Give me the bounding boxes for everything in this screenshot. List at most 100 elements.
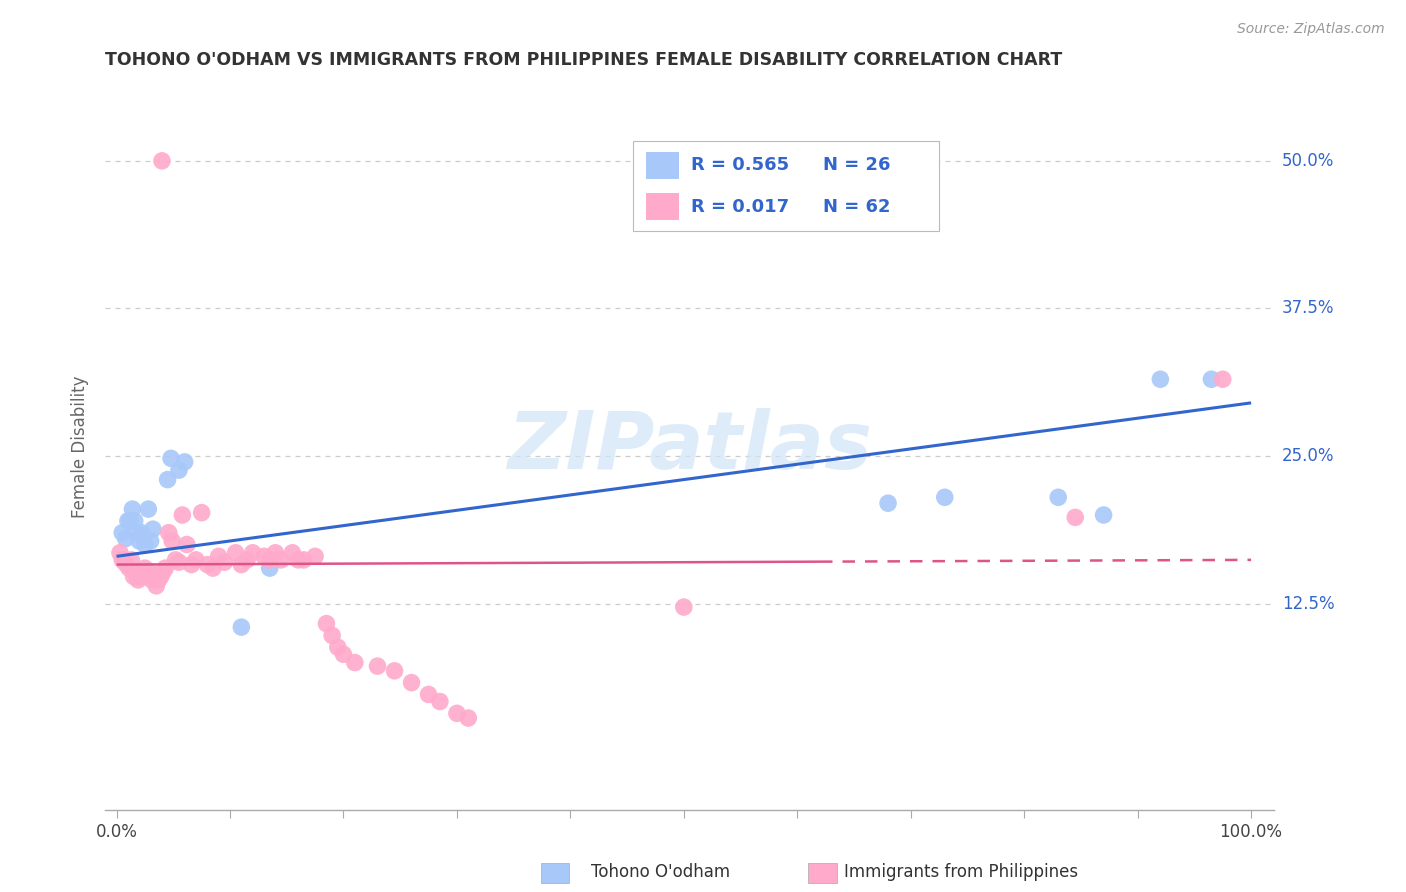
Point: [1047, 491, 1070, 505]
Point: [124, 565, 146, 579]
Point: [165, 553, 187, 567]
Point: [242, 546, 264, 560]
Point: [195, 558, 218, 572]
Point: [231, 558, 253, 572]
Point: [231, 620, 253, 634]
Point: [125, 525, 148, 540]
Point: [120, 514, 142, 528]
Point: [259, 561, 281, 575]
Text: Source: ZipAtlas.com: Source: ZipAtlas.com: [1237, 22, 1385, 37]
Point: [120, 553, 142, 567]
Point: [139, 533, 162, 548]
Point: [131, 525, 153, 540]
Text: 25.0%: 25.0%: [1282, 447, 1334, 465]
Point: [1092, 508, 1115, 522]
Point: [446, 706, 468, 721]
Point: [160, 451, 183, 466]
Point: [124, 514, 146, 528]
Point: [167, 555, 190, 569]
Point: [152, 565, 174, 579]
Point: [418, 688, 440, 702]
Text: Immigrants from Philippines: Immigrants from Philippines: [844, 863, 1078, 881]
Point: [172, 508, 194, 522]
Point: [114, 532, 136, 546]
Point: [143, 569, 166, 583]
Point: [326, 640, 349, 655]
Point: [111, 553, 134, 567]
Text: N = 62: N = 62: [823, 197, 890, 216]
Point: [270, 553, 292, 567]
FancyBboxPatch shape: [645, 194, 679, 220]
Point: [121, 502, 143, 516]
Point: [127, 573, 149, 587]
Point: [141, 573, 163, 587]
Point: [155, 561, 177, 575]
Point: [384, 664, 406, 678]
Point: [457, 711, 479, 725]
Point: [129, 567, 152, 582]
Point: [214, 555, 236, 569]
Point: [429, 694, 451, 708]
Point: [176, 537, 198, 551]
Point: [134, 537, 156, 551]
Point: [149, 569, 172, 583]
Point: [138, 565, 160, 579]
Text: R = 0.017: R = 0.017: [692, 197, 790, 216]
Y-axis label: Female Disability: Female Disability: [72, 376, 89, 518]
Point: [201, 561, 224, 575]
Point: [190, 506, 212, 520]
Point: [136, 502, 159, 516]
Point: [281, 546, 304, 560]
Point: [672, 600, 695, 615]
FancyBboxPatch shape: [645, 153, 679, 179]
Point: [1064, 510, 1087, 524]
Point: [321, 628, 343, 642]
Point: [292, 553, 315, 567]
Point: [366, 659, 388, 673]
Point: [142, 522, 165, 536]
Point: [118, 561, 141, 575]
Text: R = 0.565: R = 0.565: [692, 156, 790, 175]
Point: [111, 525, 134, 540]
Point: [122, 569, 145, 583]
Point: [173, 455, 195, 469]
Point: [108, 546, 131, 560]
Point: [264, 546, 287, 560]
Text: Tohono O'odham: Tohono O'odham: [591, 863, 730, 881]
Point: [332, 648, 354, 662]
Point: [304, 549, 326, 564]
Point: [160, 533, 183, 548]
FancyBboxPatch shape: [633, 142, 939, 231]
Text: 12.5%: 12.5%: [1282, 595, 1334, 613]
Text: TOHONO O'ODHAM VS IMMIGRANTS FROM PHILIPPINES FEMALE DISABILITY CORRELATION CHAR: TOHONO O'ODHAM VS IMMIGRANTS FROM PHILIP…: [105, 51, 1063, 69]
Point: [128, 533, 150, 548]
Point: [208, 549, 231, 564]
Point: [401, 675, 423, 690]
Point: [114, 555, 136, 569]
Point: [150, 153, 173, 168]
Point: [1212, 372, 1234, 386]
Text: 37.5%: 37.5%: [1282, 300, 1334, 318]
Point: [315, 616, 337, 631]
Point: [225, 546, 247, 560]
Text: ZIPatlas: ZIPatlas: [508, 409, 872, 486]
Point: [184, 553, 207, 567]
Point: [167, 463, 190, 477]
Point: [131, 569, 153, 583]
Point: [117, 514, 139, 528]
Point: [136, 569, 159, 583]
Text: N = 26: N = 26: [823, 156, 890, 175]
Point: [1201, 372, 1223, 386]
Text: 50.0%: 50.0%: [1282, 152, 1334, 169]
Point: [287, 553, 309, 567]
Point: [259, 553, 281, 567]
Point: [134, 561, 156, 575]
Point: [877, 496, 900, 510]
Point: [157, 525, 180, 540]
Point: [343, 656, 366, 670]
Point: [1149, 372, 1171, 386]
Point: [180, 558, 202, 572]
Point: [236, 553, 259, 567]
Point: [148, 573, 170, 587]
Point: [156, 473, 179, 487]
